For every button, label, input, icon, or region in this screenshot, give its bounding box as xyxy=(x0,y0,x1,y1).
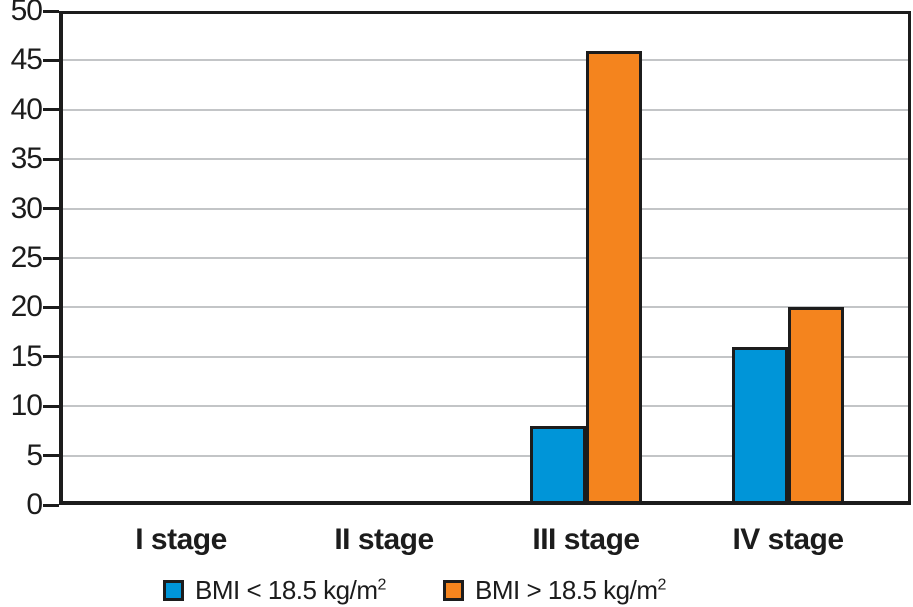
gridline-40 xyxy=(62,109,908,111)
legend-label-superscript: 2 xyxy=(657,576,667,594)
y-axis-tick-50 xyxy=(43,10,59,13)
bar-blue-iii-stage xyxy=(530,426,586,505)
y-axis-label-25: 25 xyxy=(10,241,43,274)
gridline-25 xyxy=(62,257,908,259)
y-axis-tick-25 xyxy=(43,257,59,260)
y-axis-tick-30 xyxy=(43,207,59,210)
legend-label-superscript: 2 xyxy=(377,576,387,594)
legend-label: BMI > 18.5 kg/m2 xyxy=(475,575,666,606)
legend-item-bmi-over-18-5: BMI > 18.5 kg/m2 xyxy=(443,575,666,606)
y-axis-label-5: 5 xyxy=(26,439,43,472)
y-axis-label-15: 15 xyxy=(10,340,43,373)
x-axis-label-iv-stage: IV stage xyxy=(732,523,844,556)
x-axis-label-i-stage: I stage xyxy=(135,523,227,556)
y-axis-label-20: 20 xyxy=(10,290,43,323)
bar-blue-iv-stage xyxy=(732,347,788,505)
legend-label-text: BMI < 18.5 kg/m xyxy=(195,575,378,605)
legend-label: BMI < 18.5 kg/m2 xyxy=(195,575,386,606)
gridline-45 xyxy=(62,59,908,61)
gridline-5 xyxy=(62,455,908,457)
y-axis-label-50: 50 xyxy=(10,0,43,27)
y-axis-tick-10 xyxy=(43,405,59,408)
y-axis-tick-35 xyxy=(43,158,59,161)
gridline-30 xyxy=(62,208,908,210)
gridline-20 xyxy=(62,306,908,308)
x-axis-label-ii-stage: II stage xyxy=(334,523,434,556)
y-axis-label-45: 45 xyxy=(10,43,43,76)
gridline-10 xyxy=(62,405,908,407)
y-axis-tick-20 xyxy=(43,306,59,309)
legend-swatch-blue xyxy=(163,580,184,601)
y-axis-tick-0 xyxy=(43,504,59,507)
y-axis-tick-45 xyxy=(43,59,59,62)
y-axis-label-35: 35 xyxy=(10,142,43,175)
gridline-35 xyxy=(62,158,908,160)
legend-swatch-orange xyxy=(443,580,464,601)
gridline-15 xyxy=(62,356,908,358)
y-axis-label-10: 10 xyxy=(10,389,43,422)
y-axis-tick-40 xyxy=(43,108,59,111)
y-axis-label-40: 40 xyxy=(10,93,43,126)
x-axis-label-iii-stage: III stage xyxy=(532,523,640,556)
y-axis-label-0: 0 xyxy=(26,488,43,521)
y-axis-tick-5 xyxy=(43,454,59,457)
bar-orange-iii-stage xyxy=(586,51,642,505)
y-axis-label-30: 30 xyxy=(10,192,43,225)
y-axis-tick-15 xyxy=(43,355,59,358)
legend-item-bmi-under-18-5: BMI < 18.5 kg/m2 xyxy=(163,575,386,606)
legend-label-text: BMI > 18.5 kg/m xyxy=(475,575,658,605)
bar-orange-iv-stage xyxy=(788,307,844,505)
